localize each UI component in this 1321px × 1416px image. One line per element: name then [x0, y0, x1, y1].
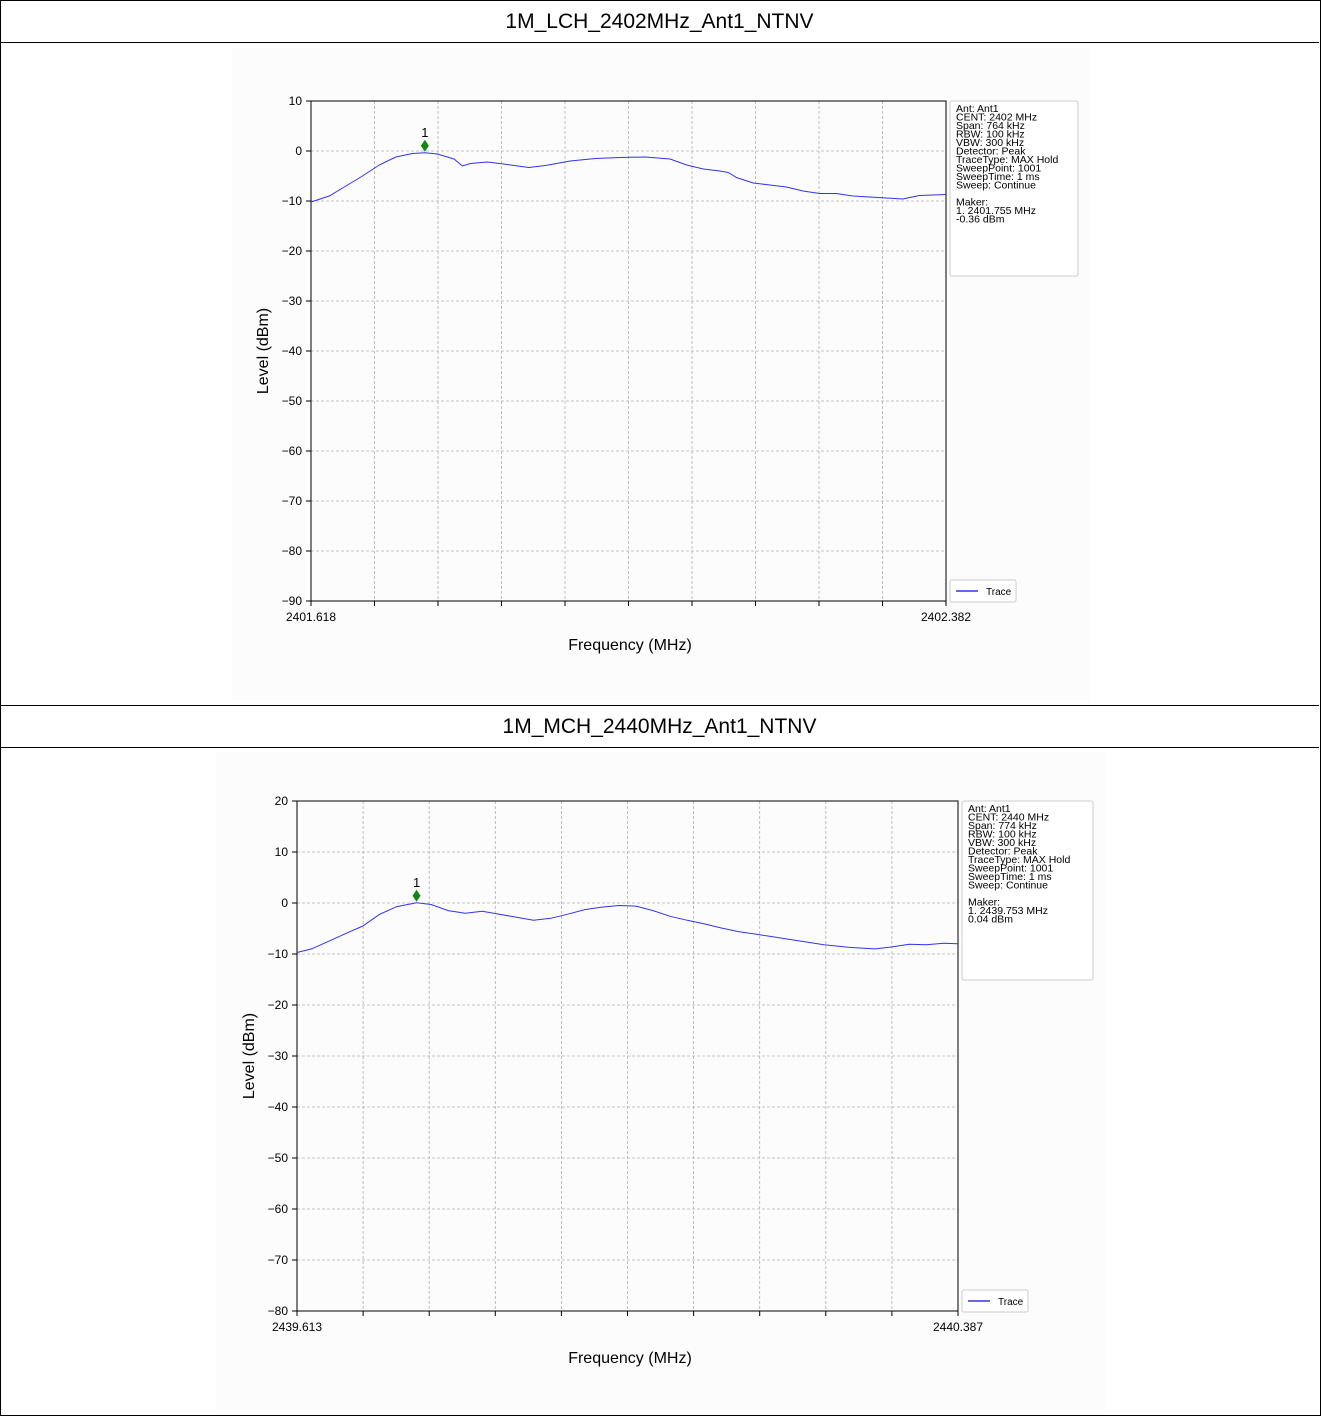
- chart-1-y-tick-label-5: −40: [282, 344, 303, 358]
- chart-2-x-axis-label: Frequency (MHz): [568, 1350, 692, 1367]
- chart-2-info-line-7: SweepPoint: 1001: [968, 863, 1053, 875]
- chart-1-series-0-trace: [310, 152, 947, 203]
- chart-1-info-line-0: Ant: Ant1: [956, 103, 999, 115]
- chart-1-info-line-9: Sweep: Continue: [956, 180, 1036, 192]
- chart-1-y-tick-label-7: −60: [282, 444, 303, 458]
- chart-1-info-line-7: SweepPoint: 1001: [956, 163, 1041, 175]
- chart-1-x-tick-label-1: 2402.382: [921, 610, 971, 624]
- chart-2-info-line-6: TraceType: MAX Hold: [968, 854, 1070, 866]
- chart-1-legend-box: [949, 579, 1017, 603]
- chart-2-info-box: [961, 800, 1094, 981]
- chart-1-marker-label: 1: [421, 125, 428, 140]
- chart-2-info-line-9: Sweep: Continue: [968, 880, 1048, 892]
- chart-2-marker-diamond: [412, 889, 421, 902]
- chart-2-title: 1M_MCH_2440MHz_Ant1_NTNV: [0, 705, 1319, 748]
- chart-2-y-tick-label-8: −60: [268, 1202, 289, 1216]
- chart-1-y-tick-label-0: 10: [289, 94, 303, 108]
- chart-2-y-tick-label-7: −50: [268, 1151, 289, 1165]
- chart-1-y-tick-label-6: −50: [282, 394, 303, 408]
- chart-1-info-line-6: TraceType: MAX Hold: [956, 154, 1058, 166]
- chart-1-y-tick-label-10: −90: [282, 594, 303, 608]
- chart-1-y-tick-label-2: −10: [282, 194, 303, 208]
- chart-2-y-tick-label-6: −40: [268, 1100, 289, 1114]
- chart-1-y-tick-label-3: −20: [282, 244, 303, 258]
- chart-2-x-tick-label-1: 2440.387: [933, 1320, 983, 1334]
- chart-1-y-tick-label-1: 0: [295, 144, 302, 158]
- chart-1-info-box: [949, 100, 1079, 277]
- chart-1-x-axis-label: Frequency (MHz): [568, 637, 692, 654]
- chart-2-info-line-3: RBW: 100 kHz: [968, 829, 1037, 841]
- chart-1-info-line-12: 1. 2401.755 MHz: [956, 205, 1036, 217]
- chart-2-info-line-5: Detector: Peak: [968, 846, 1038, 858]
- chart-1-x-tick-label-0: 2401.618: [286, 610, 336, 624]
- chart-1-y-tick-label-9: −80: [282, 544, 303, 558]
- chart-2-info-line-8: SweepTime: 1 ms: [968, 871, 1052, 883]
- chart-2-info-line-0: Ant: Ant1: [968, 803, 1011, 815]
- chart-1-y-axis-label: Level (dBm): [255, 308, 272, 394]
- chart-2-y-tick-label-3: −10: [268, 947, 289, 961]
- chart-1-info-line-13: -0.36 dBm: [956, 214, 1005, 226]
- chart-1-marker-diamond: [420, 139, 429, 152]
- chart-1-info-line-3: RBW: 100 kHz: [956, 129, 1025, 141]
- chart-2-legend-box: [961, 1289, 1029, 1313]
- chart-2-info-line-11: Maker:: [968, 897, 1000, 909]
- chart-2-info-line-2: Span: 774 kHz: [968, 820, 1037, 832]
- chart-2-y-tick-label-2: 0: [281, 896, 288, 910]
- chart-2-info-line-13: 0.04 dBm: [968, 914, 1013, 926]
- chart-1-info-line-5: Detector: Peak: [956, 146, 1026, 158]
- chart-2-y-tick-label-4: −20: [268, 998, 289, 1012]
- chart-1-info-line-1: CENT: 2402 MHz: [956, 112, 1037, 124]
- chart-2-y-tick-label-5: −30: [268, 1049, 289, 1063]
- chart-1-y-tick-label-4: −30: [282, 294, 303, 308]
- chart-1-background: [232, 48, 1090, 700]
- chart-1-info-line-2: Span: 764 kHz: [956, 120, 1025, 132]
- chart-2-info-line-12: 1. 2439.753 MHz: [968, 905, 1048, 917]
- chart-1-info-line-11: Maker:: [956, 197, 988, 209]
- chart-2-y-axis-label: Level (dBm): [241, 1013, 258, 1099]
- chart-1-y-tick-label-8: −70: [282, 494, 303, 508]
- chart-2-y-tick-label-0: 20: [275, 794, 289, 808]
- chart-1-legend-label: Trace: [986, 587, 1012, 598]
- chart-2-info-line-4: VBW: 300 kHz: [968, 837, 1036, 849]
- chart-1-title: 1M_LCH_2402MHz_Ant1_NTNV: [0, 1, 1319, 43]
- chart-2-x-tick-label-0: 2439.613: [272, 1320, 322, 1334]
- chart-2-legend-label: Trace: [998, 1297, 1024, 1308]
- chart-2-y-tick-label-10: −80: [268, 1304, 289, 1318]
- chart-2-series-0-trace: [296, 902, 959, 953]
- chart-2-marker-label: 1: [413, 875, 420, 890]
- chart-1-info-line-4: VBW: 300 kHz: [956, 137, 1024, 149]
- chart-2-y-tick-label-1: 10: [275, 845, 289, 859]
- chart-1-info-line-8: SweepTime: 1 ms: [956, 171, 1040, 183]
- chart-2-y-tick-label-9: −70: [268, 1253, 289, 1267]
- chart-2-info-line-1: CENT: 2440 MHz: [968, 812, 1049, 824]
